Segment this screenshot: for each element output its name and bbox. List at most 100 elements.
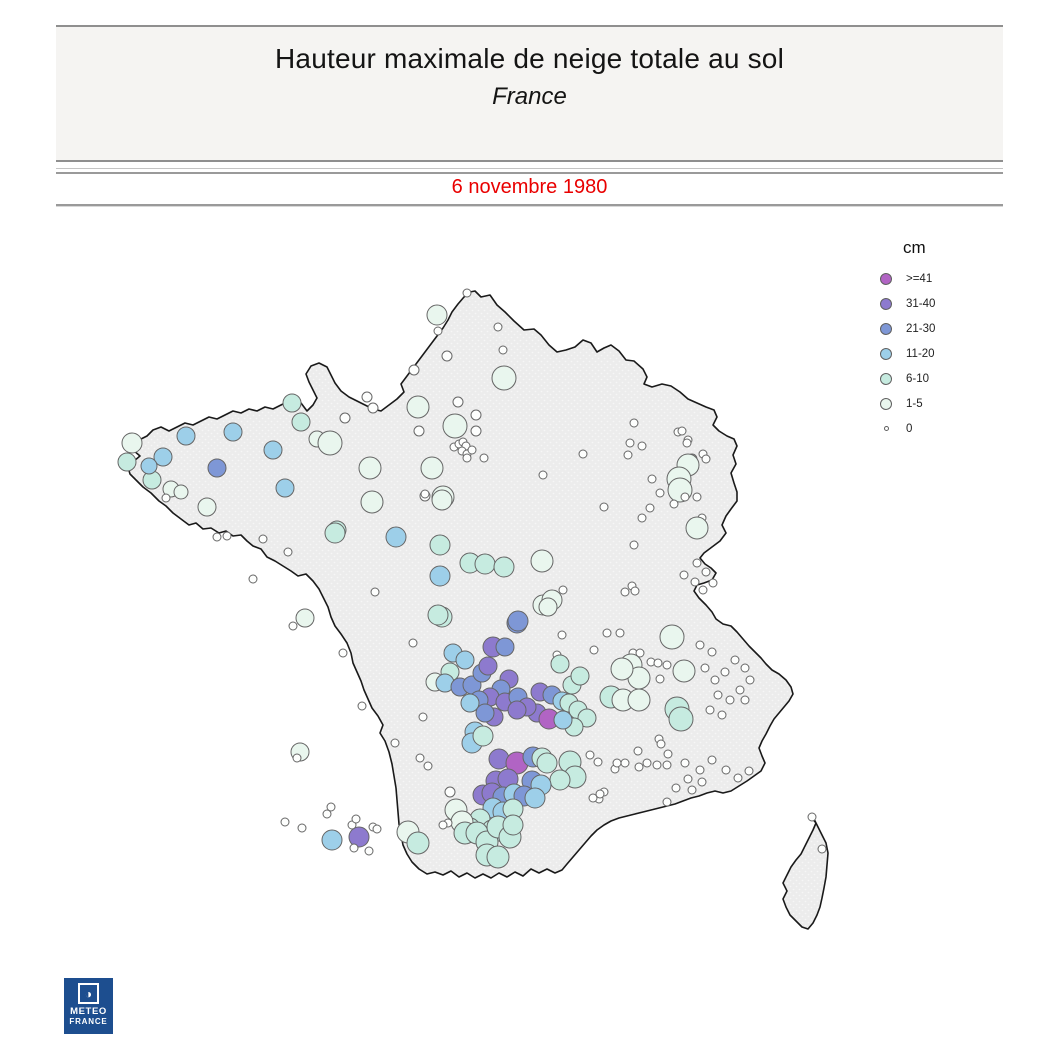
station-dot	[472, 725, 494, 747]
station-dot	[730, 655, 740, 665]
station-dot	[222, 531, 232, 541]
station-dot	[682, 438, 692, 448]
station-dot	[740, 695, 750, 705]
station-dot	[655, 674, 665, 684]
station-dot	[475, 703, 495, 723]
station-dot	[538, 470, 548, 480]
page-subtitle: France	[492, 83, 567, 110]
station-dot	[420, 489, 430, 499]
station-dot	[637, 513, 647, 523]
legend-item-label: 1-5	[906, 397, 923, 410]
station-dot	[672, 659, 696, 683]
station-dot	[653, 658, 663, 668]
station-dot	[324, 522, 346, 544]
station-dot	[625, 438, 635, 448]
station-dot	[733, 773, 743, 783]
station-dot	[695, 765, 705, 775]
station-dot	[121, 432, 143, 454]
station-dot	[349, 843, 359, 853]
station-dot	[452, 396, 464, 408]
legend-swatch-icon	[880, 297, 892, 310]
station-dot	[536, 752, 558, 774]
station-dot	[633, 746, 643, 756]
station-dot	[361, 391, 373, 403]
station-dot	[524, 787, 546, 809]
station-dot	[292, 753, 302, 763]
station-dot	[197, 497, 217, 517]
station-dot	[530, 549, 554, 573]
station-dot	[444, 786, 456, 798]
station-dot	[207, 458, 227, 478]
station-dot	[637, 441, 647, 451]
station-dot	[695, 640, 705, 650]
station-dot	[707, 647, 717, 657]
station-dot	[577, 708, 597, 728]
station-dot	[615, 628, 625, 638]
legend-item: >=41	[876, 266, 996, 291]
station-dot	[692, 558, 702, 568]
station-dot	[470, 409, 482, 421]
station-dot	[602, 628, 612, 638]
meteo-france-logo: ◑ METEO FRANCE	[64, 978, 113, 1034]
station-dot	[685, 516, 709, 540]
logo-text-line2: FRANCE	[69, 1017, 108, 1026]
station-dot	[550, 654, 570, 674]
station-dot	[593, 757, 603, 767]
station-dot	[176, 426, 196, 446]
station-dot	[370, 587, 380, 597]
legend-item-label: 31-40	[906, 297, 936, 310]
station-dots-layer	[117, 288, 827, 869]
station-dot	[326, 802, 336, 812]
station-dot	[652, 760, 662, 770]
station-dot	[721, 765, 731, 775]
legend-swatch-icon	[880, 372, 892, 385]
station-dot	[442, 413, 468, 439]
station-dot	[679, 570, 689, 580]
station-dot	[367, 402, 379, 414]
station-dot	[620, 587, 630, 597]
station-dot	[687, 785, 697, 795]
station-dot	[725, 695, 735, 705]
station-dot	[740, 663, 750, 673]
station-dot	[470, 425, 482, 437]
station-dot	[745, 675, 755, 685]
station-dot	[429, 534, 451, 556]
legend-item-label: 6-10	[906, 372, 930, 385]
station-dot	[647, 474, 657, 484]
station-dot	[680, 492, 690, 502]
legend-item: 6-10	[876, 366, 996, 391]
station-dot	[645, 503, 655, 513]
station-dot	[460, 693, 480, 713]
station-dot	[589, 645, 599, 655]
corsica-outline	[782, 816, 829, 930]
station-dot	[153, 447, 173, 467]
station-dot	[744, 766, 754, 776]
station-dot	[474, 553, 496, 575]
station-dot	[212, 532, 222, 542]
station-dot	[669, 499, 679, 509]
station-dot	[418, 712, 428, 722]
logo-text-line1: METEO	[70, 1006, 107, 1017]
station-dot	[677, 426, 687, 436]
station-dot	[620, 758, 630, 768]
station-dot	[493, 322, 503, 332]
station-dot	[455, 650, 475, 670]
legend-swatch-icon	[880, 272, 892, 285]
legend-swatch-icon	[880, 397, 892, 410]
station-dot	[406, 831, 430, 855]
station-dot	[707, 755, 717, 765]
station-dot	[708, 578, 718, 588]
station-dot	[662, 760, 672, 770]
station-dot	[642, 758, 652, 768]
station-dot	[662, 797, 672, 807]
station-dot	[692, 492, 702, 502]
station-dot	[710, 675, 720, 685]
station-dot	[817, 844, 827, 854]
station-dot	[427, 604, 449, 626]
divider-line-upper	[56, 172, 1003, 174]
station-dot	[680, 758, 690, 768]
legend-title: cm	[903, 238, 926, 257]
station-dot	[467, 445, 477, 455]
station-dot	[720, 667, 730, 677]
